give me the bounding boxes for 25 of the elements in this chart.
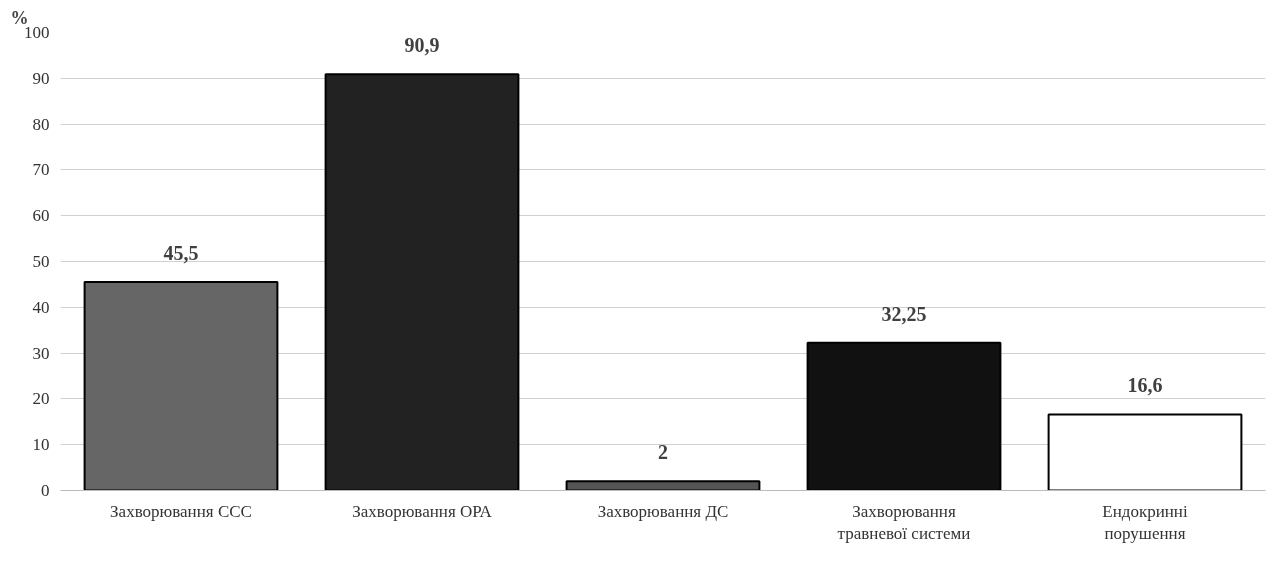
data-label: 90,9: [404, 34, 440, 57]
bar: [806, 341, 1002, 491]
x-tick-label: Захворювання ОРА: [352, 501, 493, 521]
bar: [1047, 413, 1243, 491]
y-tick-label: 50: [32, 252, 50, 271]
x-tick-label: Захворювання ДС: [597, 501, 729, 521]
x-tick-label: Захворювання травневої системи: [837, 501, 971, 544]
data-label: 45,5: [163, 242, 199, 265]
y-tick-label: 40: [32, 297, 50, 317]
bar: [83, 281, 279, 491]
y-tick-label: 70: [32, 160, 50, 180]
y-tick-label: 80: [32, 114, 50, 134]
y-tick-label: 20: [32, 389, 50, 409]
data-label: 16,6: [1127, 374, 1163, 397]
data-label: 32,25: [881, 302, 927, 325]
bar: [565, 480, 761, 491]
x-tick-label: Ендокринні порушення: [1102, 501, 1188, 544]
data-label: 2: [658, 441, 668, 464]
y-tick-label: 30: [32, 343, 50, 363]
y-tick-label: 90: [32, 68, 50, 88]
y-tick-label: 60: [32, 206, 50, 226]
y-tick-label: 10: [32, 435, 50, 455]
y-tick-label: 0: [41, 481, 50, 500]
bar: [324, 73, 520, 491]
x-tick-label: Захворювання ССС: [110, 501, 252, 521]
